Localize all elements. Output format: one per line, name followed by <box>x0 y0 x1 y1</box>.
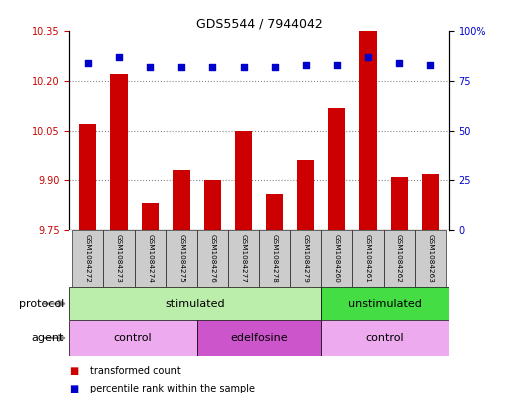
Text: GSM1084275: GSM1084275 <box>179 234 184 283</box>
Text: GSM1084260: GSM1084260 <box>334 234 340 283</box>
Bar <box>290 230 321 287</box>
Bar <box>321 287 449 320</box>
Point <box>115 54 123 61</box>
Bar <box>134 230 166 287</box>
Text: GSM1084274: GSM1084274 <box>147 234 153 283</box>
Bar <box>415 230 446 287</box>
Bar <box>422 174 439 230</box>
Text: percentile rank within the sample: percentile rank within the sample <box>90 384 255 393</box>
Text: GSM1084276: GSM1084276 <box>209 234 215 283</box>
Bar <box>173 171 190 230</box>
Point <box>208 64 216 70</box>
Text: GSM1084279: GSM1084279 <box>303 234 309 283</box>
Bar <box>384 230 415 287</box>
Text: unstimulated: unstimulated <box>348 299 422 309</box>
Bar <box>390 177 408 230</box>
Bar <box>352 230 384 287</box>
Bar <box>321 230 352 287</box>
Point <box>333 62 341 68</box>
Bar <box>166 230 197 287</box>
Point <box>240 64 248 70</box>
Point <box>364 54 372 61</box>
Text: stimulated: stimulated <box>166 299 225 309</box>
Bar <box>266 193 283 230</box>
Bar <box>197 320 321 356</box>
Point <box>146 64 154 70</box>
Point <box>84 60 92 66</box>
Bar <box>235 131 252 230</box>
Text: GSM1084263: GSM1084263 <box>427 234 433 283</box>
Text: GSM1084272: GSM1084272 <box>85 234 91 283</box>
Text: GSM1084273: GSM1084273 <box>116 234 122 283</box>
Bar <box>259 230 290 287</box>
Point <box>426 62 435 68</box>
Point <box>177 64 185 70</box>
Point <box>395 60 403 66</box>
Bar <box>204 180 221 230</box>
Text: ■: ■ <box>69 384 78 393</box>
Bar <box>142 204 159 230</box>
Bar <box>80 124 96 230</box>
Bar <box>328 108 345 230</box>
Text: control: control <box>366 333 404 343</box>
Text: protocol: protocol <box>19 299 64 309</box>
Bar <box>104 230 134 287</box>
Title: GDS5544 / 7944042: GDS5544 / 7944042 <box>195 17 323 30</box>
Bar <box>69 320 197 356</box>
Text: GSM1084262: GSM1084262 <box>396 234 402 283</box>
Text: ■: ■ <box>69 366 78 376</box>
Point <box>270 64 279 70</box>
Bar <box>72 230 104 287</box>
Bar <box>228 230 259 287</box>
Bar <box>360 31 377 230</box>
Text: GSM1084261: GSM1084261 <box>365 234 371 283</box>
Point <box>302 62 310 68</box>
Bar <box>69 287 321 320</box>
Bar <box>297 160 314 230</box>
Text: GSM1084278: GSM1084278 <box>271 234 278 283</box>
Text: agent: agent <box>32 333 64 343</box>
Text: control: control <box>114 333 152 343</box>
Text: edelfosine: edelfosine <box>230 333 288 343</box>
Text: GSM1084277: GSM1084277 <box>241 234 247 283</box>
Text: transformed count: transformed count <box>90 366 181 376</box>
Bar <box>321 320 449 356</box>
Bar <box>197 230 228 287</box>
Bar <box>110 74 128 230</box>
